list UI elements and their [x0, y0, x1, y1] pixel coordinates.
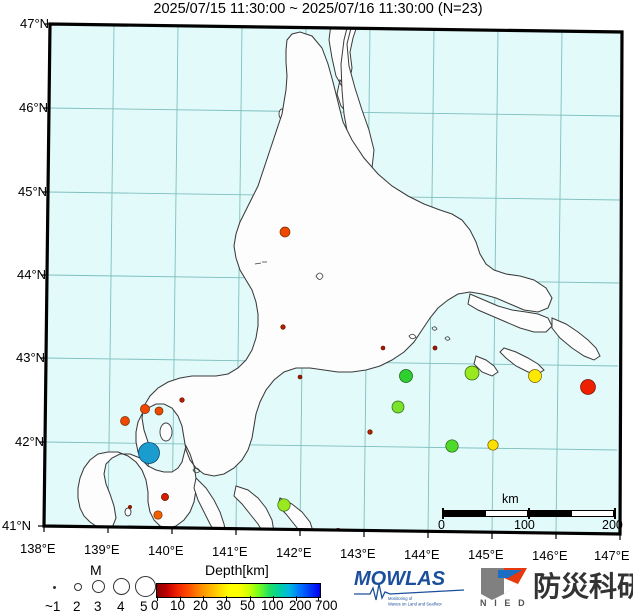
epicenter-marker[interactable] [528, 369, 542, 383]
epicenter-marker[interactable] [391, 400, 405, 414]
epicenter-marker[interactable] [154, 406, 164, 416]
nied-japanese-name: 防災科研 [533, 570, 633, 603]
magnitude-circle-5 [135, 576, 156, 597]
epicenter-marker[interactable] [580, 379, 596, 395]
lon-label-142e: 142°E [276, 545, 312, 560]
lat-label-47n: 47°N [20, 16, 50, 31]
magnitude-circle-3 [92, 580, 105, 593]
scale-seg-1 [442, 510, 485, 517]
epicenter-marker[interactable] [445, 439, 459, 453]
landmass-kunashiri [467, 293, 553, 333]
landmass-etorofu [551, 317, 601, 361]
depth-legend-title: Depth[km] [205, 562, 269, 578]
nied-mark-white [504, 578, 518, 594]
scale-unit-label: km [502, 492, 519, 506]
scale-seg-2 [485, 510, 528, 517]
landmass-hokkaido [77, 31, 553, 529]
lat-label-46n: 46°N [19, 100, 49, 115]
epicenter-marker[interactable] [487, 439, 499, 451]
mowlas-logo[interactable]: MOWLAS Monitoring of Waves on Land and S… [352, 566, 472, 608]
mowlas-waveform-icon [354, 583, 465, 601]
lat-label-42n: 42°N [15, 434, 45, 449]
lon-label-146e: 146°E [532, 548, 568, 563]
depth-label-200: 200 [289, 598, 312, 613]
magnitude-label-5: 5 [140, 599, 148, 614]
epicenter-marker[interactable] [179, 397, 185, 403]
depth-label-700: 700 [315, 598, 338, 613]
islet-rishiri-south [159, 422, 173, 442]
lat-label-43n: 43°N [16, 350, 46, 365]
mowlas-tagline-1: Monitoring of [388, 596, 413, 601]
epicenter-marker[interactable] [140, 404, 150, 414]
page-title: 2025/07/15 11:30:00 ~ 2025/07/16 11:30:0… [153, 1, 483, 17]
scale-seg-4 [571, 510, 614, 517]
scale-tick-100: 100 [514, 518, 535, 532]
epicenter-marker[interactable] [367, 429, 373, 435]
axis-ticks [38, 23, 621, 540]
magnitude-label-2: 2 [73, 599, 81, 614]
depth-colorbar [156, 583, 321, 598]
depth-label-30: 30 [216, 598, 232, 613]
epicenter-marker[interactable] [280, 324, 286, 330]
magnitude-label-3: 3 [94, 599, 102, 614]
legend: M Depth[km] ~1 2 3 4 5 [0, 540, 636, 614]
nied-acronym: N I E D [480, 598, 527, 608]
epicenter-marker[interactable] [127, 504, 133, 510]
lon-label-140e: 140°E [148, 543, 184, 558]
magnitude-circle-1 [53, 586, 56, 589]
lon-label-145e: 145°E [468, 547, 504, 562]
epicenter-marker[interactable] [297, 374, 303, 380]
lon-label-141e: 141°E [212, 544, 248, 559]
lat-label-41n: 41°N [2, 518, 32, 533]
scale-seg-3 [528, 510, 571, 517]
lon-label-143e: 143°E [340, 546, 376, 561]
epicenter-marker[interactable] [464, 365, 480, 381]
epicenter-marker[interactable] [153, 510, 163, 520]
magnitude-circle-2 [74, 583, 82, 591]
magnitude-label-1: ~1 [45, 599, 61, 614]
lat-label-44n: 44°N [17, 267, 47, 282]
depth-label-100: 100 [261, 598, 284, 613]
depth-label-20: 20 [193, 598, 209, 613]
landmass-small-island-b [473, 355, 499, 377]
epicenter-marker[interactable] [120, 416, 130, 426]
epicenter-layer[interactable] [120, 226, 596, 538]
magnitude-legend-title: M [90, 562, 102, 578]
map-svg[interactable] [0, 18, 636, 540]
landmass-oshima-east [193, 476, 227, 534]
lon-label-139e: 139°E [84, 542, 120, 557]
epicenter-marker[interactable] [399, 369, 413, 383]
epicenter-marker[interactable] [432, 345, 438, 351]
epicenter-marker[interactable] [279, 226, 291, 238]
depth-label-10: 10 [170, 598, 186, 613]
islet-okushiri [124, 507, 132, 517]
mowlas-tagline-2: Waves on Land and Seafloor [388, 602, 442, 607]
depth-label-0: 0 [151, 598, 159, 613]
scale-tick-200: 200 [602, 518, 623, 532]
magnitude-label-4: 4 [117, 599, 125, 614]
epicenter-marker[interactable] [138, 442, 160, 464]
lon-label-147e: 147°E [594, 548, 630, 563]
lat-label-45n: 45°N [18, 184, 48, 199]
magnitude-circle-4 [113, 578, 130, 595]
mowlas-wordmark: MOWLAS [354, 568, 446, 590]
lon-label-138e: 138°E [20, 541, 56, 556]
nied-mark-blue [498, 570, 522, 578]
epicenter-marker[interactable] [380, 345, 386, 351]
nied-logo[interactable]: N I E D 防災科研 [478, 564, 633, 609]
seismic-map[interactable]: km 0 100 200 [0, 18, 636, 540]
scale-bar: km 0 100 200 [438, 492, 623, 536]
scale-tick-0: 0 [438, 518, 445, 532]
epicenter-marker[interactable] [161, 493, 169, 501]
depth-label-50: 50 [240, 598, 256, 613]
epicenter-marker[interactable] [277, 498, 291, 512]
lon-label-144e: 144°E [404, 547, 440, 562]
inland-detail [192, 261, 451, 474]
